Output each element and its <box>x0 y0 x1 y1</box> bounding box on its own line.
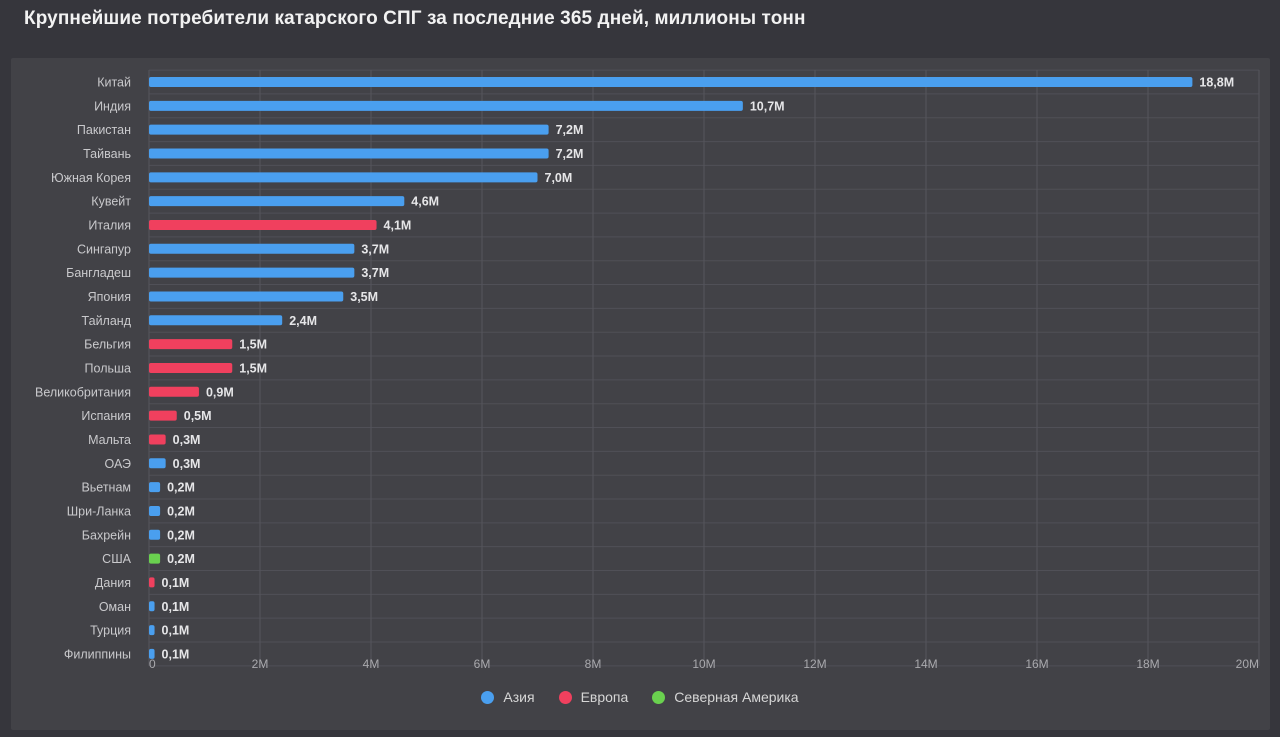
category-label: ОАЭ <box>105 457 132 471</box>
bar <box>149 339 233 350</box>
data-label: 3,5M <box>350 290 378 304</box>
data-label: 10,7M <box>750 99 785 113</box>
category-label: Южная Корея <box>51 171 131 185</box>
chart-title: Крупнейшие потребители катарского СПГ за… <box>24 8 806 29</box>
data-label: 0,1M <box>162 600 190 614</box>
data-label: 3,7M <box>361 242 389 256</box>
bar <box>149 625 155 636</box>
data-label: 1,5M <box>239 338 267 352</box>
data-label: 0,2M <box>167 504 195 518</box>
x-tick-label: 4M <box>363 657 380 671</box>
category-label: Шри-Ланка <box>67 504 131 518</box>
bar <box>149 434 166 445</box>
x-tick-label: 16M <box>1025 657 1048 671</box>
legend-item[interactable]: Азия <box>481 689 535 705</box>
bar <box>149 267 355 278</box>
legend-label: Северная Америка <box>674 689 799 705</box>
x-tick-label: 20M <box>1236 657 1259 671</box>
category-label: Филиппины <box>64 647 131 661</box>
category-label: Индия <box>94 99 131 113</box>
data-label: 1,5M <box>239 361 267 375</box>
data-label: 7,0M <box>545 171 573 185</box>
data-label: 3,7M <box>361 266 389 280</box>
category-label: Турция <box>90 624 131 638</box>
bar <box>149 243 355 254</box>
bar <box>149 482 161 493</box>
x-tick-label: 6M <box>474 657 491 671</box>
category-label: Тайланд <box>82 314 132 328</box>
bar <box>149 505 161 516</box>
data-label: 0,2M <box>167 552 195 566</box>
x-tick-label: 0 <box>149 657 156 671</box>
x-tick-label: 14M <box>914 657 937 671</box>
bar <box>149 458 166 469</box>
category-label: Вьетнам <box>81 481 131 495</box>
bar <box>149 124 549 135</box>
category-label: Мальта <box>88 433 131 447</box>
data-label: 0,1M <box>162 576 190 590</box>
bar <box>149 529 161 540</box>
category-label: Тайвань <box>83 147 131 161</box>
data-label: 18,8M <box>1199 76 1234 90</box>
category-label: Оман <box>99 600 131 614</box>
legend-label: Европа <box>580 689 629 705</box>
legend-item[interactable]: Северная Америка <box>652 689 799 705</box>
bar <box>149 100 743 111</box>
category-label: Испания <box>81 409 131 423</box>
bar <box>149 386 199 397</box>
chart-legend: Азия Европа Северная Америка <box>0 689 1280 705</box>
data-label: 7,2M <box>556 123 584 137</box>
x-tick-label: 8M <box>585 657 602 671</box>
legend-swatch <box>558 690 572 704</box>
data-label: 0,2M <box>167 528 195 542</box>
category-label: Китай <box>97 76 131 90</box>
bar <box>149 219 377 230</box>
category-label: Бахрейн <box>82 528 131 542</box>
bar <box>149 315 283 326</box>
category-label: Бельгия <box>84 338 131 352</box>
data-label: 4,1M <box>384 218 412 232</box>
bar <box>149 77 1193 87</box>
data-label: 0,2M <box>167 481 195 495</box>
bar <box>149 601 155 612</box>
category-label: Кувейт <box>91 195 131 209</box>
bar <box>149 362 233 373</box>
bar <box>149 553 161 564</box>
category-label: Польша <box>85 361 131 375</box>
x-tick-label: 12M <box>803 657 826 671</box>
category-label: Великобритания <box>35 385 131 399</box>
data-label: 0,1M <box>162 647 190 661</box>
bar <box>149 196 405 207</box>
data-label: 0,3M <box>173 433 201 447</box>
bar <box>149 648 155 659</box>
legend-swatch <box>652 690 666 704</box>
category-label: Япония <box>88 290 131 304</box>
category-label: Италия <box>88 218 131 232</box>
data-label: 2,4M <box>289 314 317 328</box>
legend-item[interactable]: Европа <box>558 689 629 705</box>
data-label: 0,9M <box>206 385 234 399</box>
bar <box>149 172 538 183</box>
bar <box>149 410 177 421</box>
x-tick-label: 18M <box>1136 657 1159 671</box>
data-label: 0,5M <box>184 409 212 423</box>
data-label: 0,3M <box>173 457 201 471</box>
data-label: 0,1M <box>162 624 190 638</box>
category-label: Бангладеш <box>66 266 131 280</box>
x-tick-label: 2M <box>252 657 269 671</box>
bar <box>149 291 344 302</box>
category-label: Сингапур <box>77 242 131 256</box>
category-label: Дания <box>95 576 131 590</box>
legend-swatch <box>481 690 495 704</box>
data-label: 4,6M <box>411 195 439 209</box>
legend-label: Азия <box>503 689 535 705</box>
data-label: 7,2M <box>556 147 584 161</box>
bar <box>149 577 155 588</box>
category-label: Пакистан <box>77 123 131 137</box>
x-tick-label: 10M <box>692 657 715 671</box>
bar <box>149 148 549 159</box>
category-label: США <box>102 552 131 566</box>
